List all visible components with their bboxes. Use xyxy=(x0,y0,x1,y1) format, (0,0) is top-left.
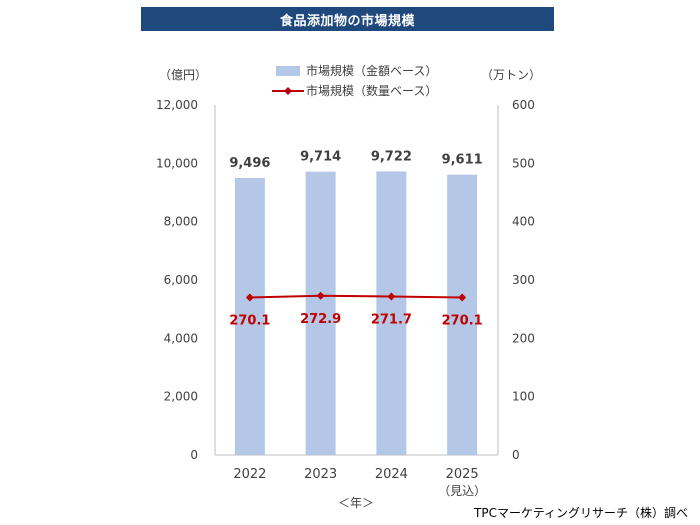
chart-title-bar: 食品添加物の市場規模 xyxy=(141,7,554,31)
right-tick-label: 500 xyxy=(512,156,535,170)
bar xyxy=(305,171,336,456)
left-tick-label: 4,000 xyxy=(164,331,198,345)
right-tick-label: 200 xyxy=(512,331,535,345)
line-data-label: 270.1 xyxy=(229,313,270,328)
x-tick-label: 2025 xyxy=(446,467,479,482)
x-tick-sublabel: （見込） xyxy=(438,484,486,498)
legend-swatch-marker xyxy=(284,87,292,95)
right-tick-label: 600 xyxy=(512,98,535,112)
chart-title: 食品添加物の市場規模 xyxy=(279,13,415,29)
line-point xyxy=(387,292,396,301)
right-tick-label: 300 xyxy=(512,273,535,287)
line-data-label: 270.1 xyxy=(442,313,483,328)
line-point xyxy=(245,293,254,302)
bar-data-label: 9,496 xyxy=(229,156,270,171)
bar xyxy=(447,174,478,455)
left-tick-label: 2,000 xyxy=(164,390,198,404)
line-point xyxy=(458,293,467,302)
right-axis-unit: （万トン） xyxy=(481,68,541,82)
line-data-label: 272.9 xyxy=(300,312,341,327)
bar-data-label: 9,722 xyxy=(371,149,412,164)
line-data-label: 271.7 xyxy=(371,313,412,328)
right-tick-label: 400 xyxy=(512,215,535,229)
right-tick-label: 0 xyxy=(512,448,520,462)
left-tick-label: 12,000 xyxy=(156,98,198,112)
legend-label-line: 市場規模（数量ベース） xyxy=(306,83,437,98)
quantity-series-line xyxy=(249,294,463,299)
left-tick-label: 6,000 xyxy=(164,273,198,287)
x-tick-label: 2023 xyxy=(304,467,337,482)
bar xyxy=(376,171,407,456)
left-tick-label: 0 xyxy=(190,448,198,462)
right-tick-label: 100 xyxy=(512,390,535,404)
left-tick-label: 10,000 xyxy=(156,156,198,170)
legend-label-bar: 市場規模（金額ベース） xyxy=(306,63,437,78)
bar xyxy=(234,178,265,456)
source-note: TPCマーケティングリサーチ（株）調べ xyxy=(474,506,688,520)
legend-swatch-bar xyxy=(276,66,300,76)
bar-data-label: 9,714 xyxy=(300,150,341,165)
x-tick-label: 2022 xyxy=(233,467,266,482)
left-tick-label: 8,000 xyxy=(164,215,198,229)
line-point xyxy=(316,291,325,300)
x-axis-label: ＜年＞ xyxy=(338,496,374,510)
bar-data-label: 9,611 xyxy=(442,153,483,168)
x-tick-label: 2024 xyxy=(375,467,408,482)
left-axis-unit: （億円） xyxy=(159,68,207,82)
